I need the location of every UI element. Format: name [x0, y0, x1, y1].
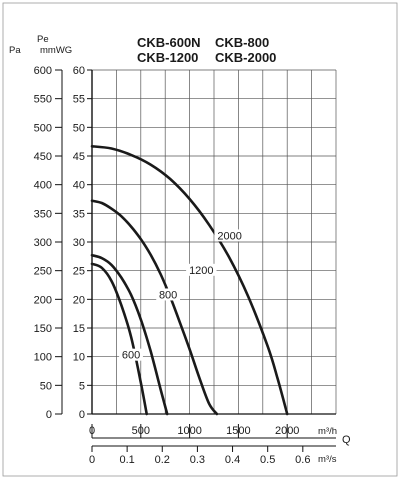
- title-ckb-2000: CKB-2000: [215, 50, 276, 65]
- x-axis-q-label: Q: [342, 434, 351, 446]
- y-axis-pa-tick-label: 250: [34, 266, 52, 278]
- y-axis-pa-tick-label: 400: [34, 180, 52, 192]
- y-axis-mmwg-tick-label: 50: [73, 122, 85, 134]
- curve-label-1200: 1200: [189, 265, 213, 277]
- y-axis-pa-tick-label: 550: [34, 94, 52, 106]
- curve-label-2000: 2000: [217, 230, 241, 242]
- y-axis-mmwg-ticks: 0 5 10 15 20 25 30 35 40 45 50 55 60: [73, 65, 92, 421]
- y-axis-pa-tick-label: 350: [34, 208, 52, 220]
- y-axis-mmwg-tick-label: 10: [73, 352, 85, 364]
- y-axis-mmwg-tick-label: 35: [73, 208, 85, 220]
- x-axis-m3s-tick-label: 0.1: [119, 454, 134, 466]
- curve-2000: [90, 145, 289, 416]
- chart-curve-labels: 600 800 1200 2000: [119, 229, 245, 362]
- x-axis-m3s-tick-label: 0.3: [190, 454, 205, 466]
- y-axis-pa-tick-label: 500: [34, 122, 52, 134]
- y-axis-mmwg-label: mmWG: [40, 45, 72, 56]
- x-axis-m3h-unit: m³/h: [318, 426, 337, 437]
- chart-curves: [90, 145, 289, 416]
- y-axis-pe-label: Pe: [37, 34, 49, 45]
- y-axis-pa-ticks: 0 50 100 150 200 250 300 350 400 450 500 550 600: [34, 65, 62, 421]
- curve-1200: [90, 199, 219, 416]
- x-axis-m3s-tick-label: 0.2: [155, 454, 170, 466]
- y-axis-mmwg-tick-label: 20: [73, 294, 85, 306]
- y-axis-mmwg-tick-label: 60: [73, 65, 85, 77]
- x-axis-m3s-ticks: 0 0.1 0.2 0.3 0.4 0.5 0.6: [89, 446, 310, 466]
- y-axis-pa-tick-label: 300: [34, 237, 52, 249]
- y-axis-mmwg-tick-label: 40: [73, 180, 85, 192]
- y-axis-pa-label: Pa: [9, 45, 21, 56]
- x-axis-m3s-tick-label: 0: [89, 454, 95, 466]
- y-axis-pa-tick-label: 150: [34, 323, 52, 335]
- curve-label-600: 600: [122, 350, 140, 362]
- chart-frame: [2, 2, 398, 477]
- y-axis-pa-tick-label: 200: [34, 294, 52, 306]
- curve-800: [90, 253, 169, 416]
- x-axis-m3h-tick-label: 1000: [177, 425, 201, 437]
- x-axis-m3s-tick-label: 0.4: [225, 454, 240, 466]
- curve-label-backdrop: [156, 288, 181, 301]
- x-axis-m3s-unit: m³/s: [318, 454, 337, 465]
- x-axis-m3h-ticks: 0 500 1000 1500 2000: [89, 424, 299, 438]
- y-axis-mmwg-tick-label: 25: [73, 266, 85, 278]
- y-axis-pa-tick-label: 0: [46, 409, 52, 421]
- title-ckb-800: CKB-800: [215, 35, 269, 50]
- y-axis-pa-tick-label: 50: [40, 380, 52, 392]
- title-ckb-1200: CKB-1200: [137, 50, 198, 65]
- y-axis-mmwg-tick-label: 5: [79, 380, 85, 392]
- x-axis-m3h-tick-label: 500: [132, 425, 150, 437]
- chart-title: CKB-600N CKB-800 CKB-1200 CKB-2000: [137, 35, 276, 65]
- y-axis-mmwg-tick-label: 45: [73, 151, 85, 163]
- y-axis-pa-tick-label: 450: [34, 151, 52, 163]
- x-axis-m3h-tick-label: 1500: [226, 425, 250, 437]
- x-axis-m3h-tick-label: 0: [89, 425, 95, 437]
- title-ckb-600n: CKB-600N: [137, 35, 201, 50]
- y-axis-mmwg-tick-label: 30: [73, 237, 85, 249]
- y-axis-mmwg-tick-label: 15: [73, 323, 85, 335]
- y-axis-mmwg-tick-label: 0: [79, 409, 85, 421]
- y-axis-pa-tick-label: 600: [34, 65, 52, 77]
- curve-label-backdrop: [119, 348, 143, 361]
- curve-label-backdrop: [214, 229, 245, 242]
- x-axis-m3s-tick-label: 0.5: [260, 454, 275, 466]
- curve-label-800: 800: [159, 289, 177, 301]
- curve-600: [90, 262, 148, 416]
- y-axis-mmwg-tick-label: 55: [73, 94, 85, 106]
- curve-label-backdrop: [186, 263, 217, 276]
- x-axis-m3h-tick-label: 2000: [275, 425, 299, 437]
- x-axis-m3s-tick-label: 0.6: [295, 454, 310, 466]
- y-axis-pa-tick-label: 100: [34, 352, 52, 364]
